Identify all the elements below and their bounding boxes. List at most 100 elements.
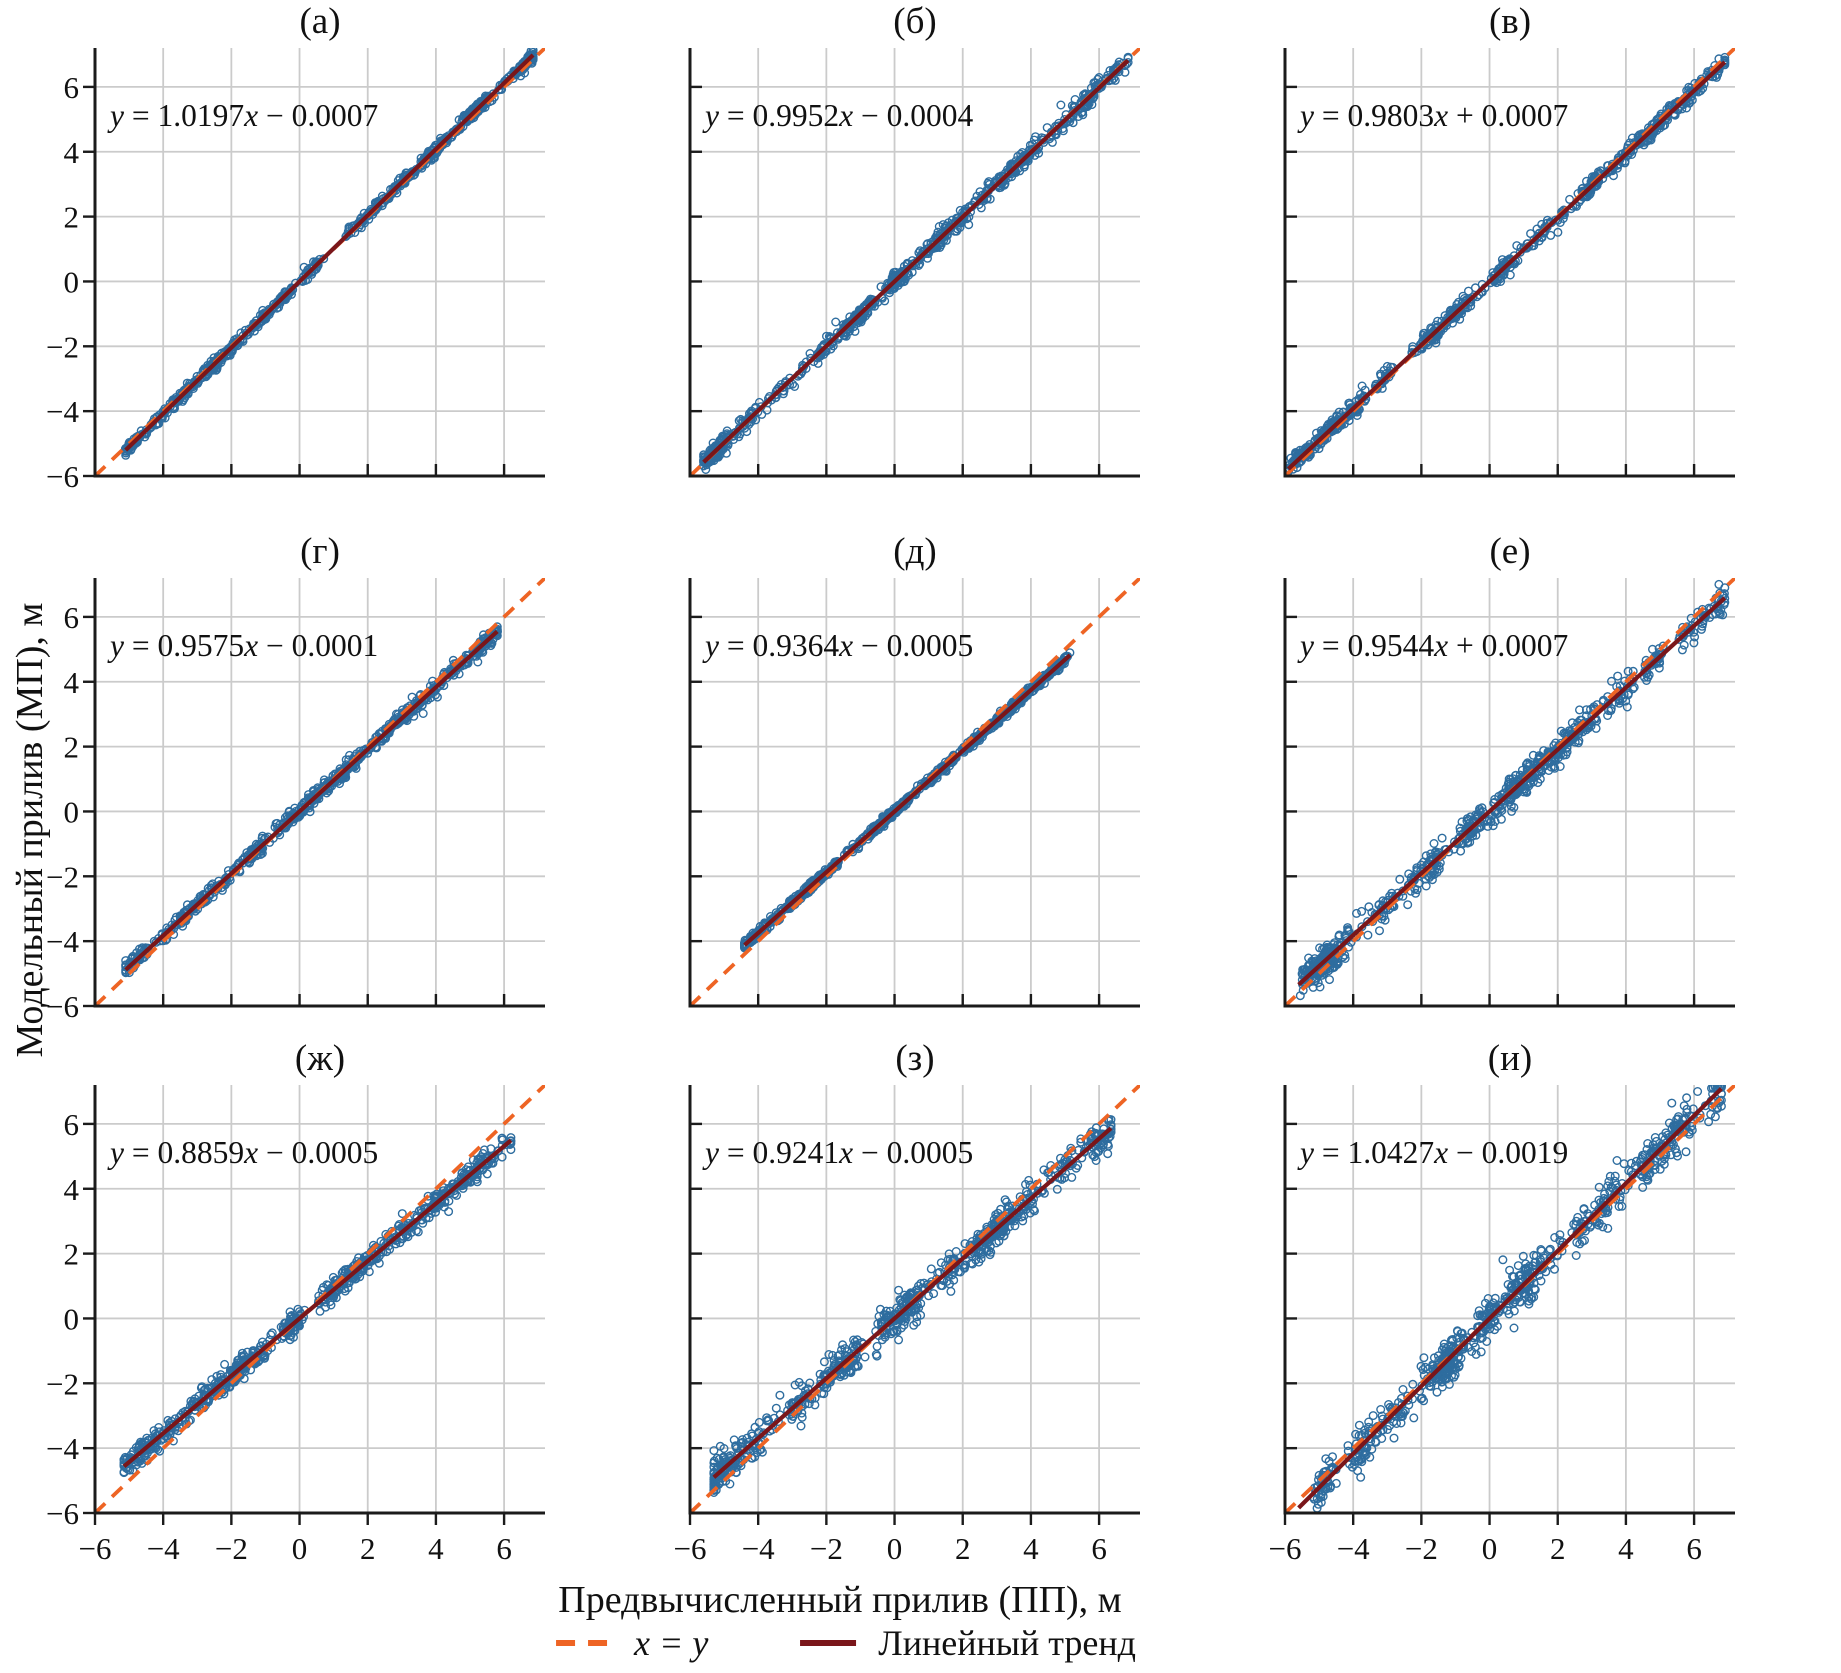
y-tick-label: −2 <box>46 1366 79 1401</box>
tick-marks <box>688 85 1101 478</box>
axes-spines <box>93 48 545 478</box>
y-tick-label: 0 <box>64 794 80 829</box>
panel-title: (г) <box>300 531 340 572</box>
panel-д: (д) y = 0.9364x − 0.0005 <box>688 531 1140 1008</box>
equation-label: y = 1.0427x − 0.0019 <box>1297 1135 1568 1170</box>
tick-marks <box>688 615 1101 1008</box>
x-tick-label: 0 <box>887 1531 903 1565</box>
x-tick-label: 6 <box>1091 1531 1107 1565</box>
grid <box>95 578 545 1006</box>
panel-title: (д) <box>893 531 936 572</box>
axes-spines <box>93 1085 545 1515</box>
panel-б: (б) y = 0.9952x − 0.0004 <box>688 1 1140 478</box>
panel-title: (ж) <box>295 1038 345 1079</box>
x-tick-label: −4 <box>742 1531 775 1565</box>
x-tick-label: −6 <box>1269 1531 1302 1565</box>
legend-item-trend: Линейный тренд <box>798 1622 1136 1664</box>
trend-line <box>1297 596 1727 987</box>
panel-ж: −6 −4 −2 0 2 4 6 −6 −4 −2 0 2 4 6 (ж) y = 0.8859x − 0.0… <box>46 1038 545 1565</box>
tick-marks <box>1283 1122 1696 1525</box>
trend-line <box>122 1138 513 1469</box>
x-tick-label: −4 <box>147 1531 180 1565</box>
tick-marks <box>83 615 506 1008</box>
grid <box>690 578 1140 1006</box>
equation-label: y = 0.8859x − 0.0005 <box>107 1135 378 1170</box>
equation-label: y = 1.0197x − 0.0007 <box>107 98 378 133</box>
y-tick-label: 6 <box>64 70 80 105</box>
x-tick-label: −2 <box>1405 1531 1438 1565</box>
axes-spines <box>688 578 1140 1008</box>
tick-marks <box>1283 615 1696 1008</box>
axes-spines <box>688 48 1140 478</box>
legend-item-identity: x = y <box>554 1622 708 1664</box>
x-tick-label: 6 <box>496 1531 512 1565</box>
panel-а: −6 −4 −2 0 2 4 6 (а) y = 1.0197x − 0.0007 <box>46 1 545 494</box>
axes-spines <box>1283 48 1735 478</box>
tick-marks <box>83 85 506 478</box>
x-tick-label: 0 <box>1482 1531 1498 1565</box>
x-tick-label: 2 <box>360 1531 376 1565</box>
y-axis-label: Модельный прилив (МП), м <box>9 602 51 1058</box>
y-tick-label: −6 <box>46 459 79 494</box>
x-tick-label: −2 <box>810 1531 843 1565</box>
grid <box>1285 1085 1735 1513</box>
y-tick-label: 4 <box>64 135 80 170</box>
panel-з: −6 −4 −2 0 2 4 6 (з) y = 0.9241x − 0.0005 <box>674 1038 1140 1565</box>
x-tick-label: 2 <box>1550 1531 1566 1565</box>
y-tick-label: 2 <box>64 730 80 765</box>
panel-в: (в) y = 0.9803x + 0.0007 <box>1283 1 1735 478</box>
panel-title: (з) <box>895 1038 934 1079</box>
equation-label: y = 0.9575x − 0.0001 <box>107 628 378 663</box>
grid <box>690 48 1140 476</box>
panel-title: (б) <box>893 1 936 42</box>
equation-label: y = 0.9241x − 0.0005 <box>702 1135 973 1170</box>
y-tick-label: 0 <box>64 264 80 299</box>
panel-е: (е) y = 0.9544x + 0.0007 <box>1283 531 1735 1008</box>
y-tick-label: −4 <box>46 1431 79 1466</box>
x-tick-label: 4 <box>1618 1531 1634 1565</box>
y-tick-label: −6 <box>46 1496 79 1531</box>
x-tick-label: −6 <box>79 1531 112 1565</box>
trend-line <box>743 653 1072 947</box>
x-tick-label: 0 <box>292 1531 308 1565</box>
x-tick-label: −2 <box>215 1531 248 1565</box>
equation-label: y = 0.9952x − 0.0004 <box>702 98 973 133</box>
y-tick-label: 2 <box>64 1237 80 1272</box>
grid <box>95 48 545 476</box>
panel-title: (в) <box>1489 1 1531 42</box>
panel-title: (и) <box>1488 1038 1532 1079</box>
legend-label-identity: x = y <box>634 1623 709 1663</box>
equation-label: y = 0.9544x + 0.0007 <box>1297 628 1568 663</box>
y-tick-label: 4 <box>64 665 80 700</box>
panel-и: −6 −4 −2 0 2 4 6 (и) y = 1.0427x − 0.0019 <box>1269 1038 1735 1565</box>
y-tick-label: 6 <box>64 1107 80 1142</box>
x-tick-label: 4 <box>428 1531 444 1565</box>
y-tick-label: 2 <box>64 200 80 235</box>
trend-line <box>124 53 535 452</box>
panel-title: (а) <box>299 1 340 42</box>
trend-line <box>712 1126 1113 1479</box>
panel-г: −6 −4 −2 0 2 4 6 (г) y = 0.9575x − 0.0001 <box>46 531 545 1024</box>
panel-title: (е) <box>1489 531 1530 572</box>
axes-spines <box>1283 578 1735 1008</box>
y-tick-label: −2 <box>46 859 79 894</box>
tick-marks <box>688 1122 1101 1525</box>
grid <box>95 1085 545 1513</box>
trend-line <box>1297 1087 1723 1510</box>
y-tick-label: 4 <box>64 1172 80 1207</box>
y-tick-label: 6 <box>64 600 80 635</box>
legend: x = y Линейный тренд <box>554 1622 1136 1664</box>
tick-marks <box>1283 85 1696 478</box>
y-tick-label: −4 <box>46 394 79 429</box>
x-tick-label: −4 <box>1337 1531 1370 1565</box>
x-tick-label: 2 <box>955 1531 971 1565</box>
y-tick-label: 0 <box>64 1301 80 1336</box>
equation-label: y = 0.9364x − 0.0005 <box>702 628 973 663</box>
dashed-line-swatch <box>556 1640 617 1646</box>
x-tick-label: 6 <box>1686 1531 1702 1565</box>
axes-spines <box>1283 1085 1735 1515</box>
grid <box>690 1085 1140 1513</box>
y-tick-label: −2 <box>46 329 79 364</box>
solid-line-swatch <box>800 1640 857 1646</box>
